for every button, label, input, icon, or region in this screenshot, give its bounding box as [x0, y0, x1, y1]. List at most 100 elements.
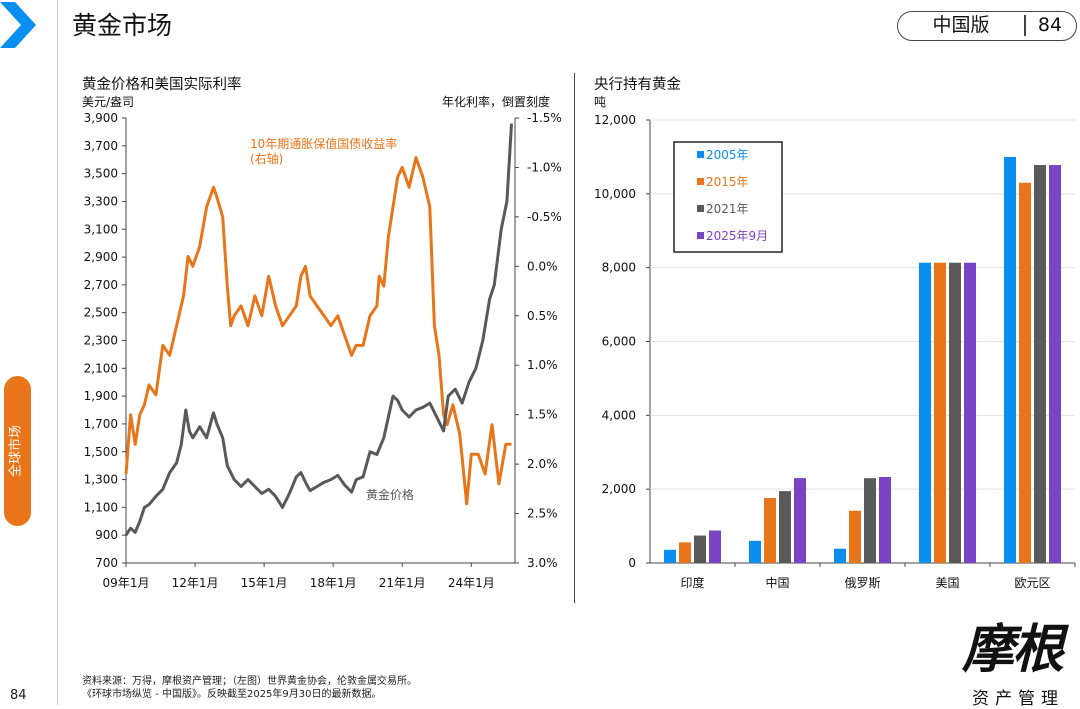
bar-category-label: 俄罗斯: [844, 576, 880, 590]
bar-category-label: 美国: [935, 576, 959, 590]
bar-y-tick-label: 6,000: [602, 335, 636, 349]
bar: [1019, 182, 1031, 563]
bar-y-tick-label: 12,000: [594, 113, 636, 127]
x-tick-label: 09年1月: [103, 576, 150, 590]
left-tick-label: 2,900: [84, 250, 118, 264]
left-tick-label: 1,900: [84, 389, 118, 403]
source-note: 资料来源：万得，摩根资产管理；（左图）世界黄金协会，伦敦金属交易所。 《环球市场…: [82, 675, 417, 701]
bar-category-label: 欧元区: [1014, 576, 1050, 590]
bar: [749, 540, 761, 563]
left-tick-label: 3,700: [84, 139, 118, 153]
right-tick-label: -1.5%: [527, 111, 562, 125]
bar: [679, 542, 691, 563]
x-tick-label: 21年1月: [379, 576, 426, 590]
bar-category-label: 印度: [680, 575, 704, 590]
gold-price-line: [124, 123, 513, 537]
chevron-right-icon: [0, 2, 36, 48]
bar-y-tick-label: 10,000: [594, 187, 636, 201]
edition-badge: 中国版 84: [897, 11, 1077, 41]
bar: [834, 548, 846, 563]
edition-label: 中国版: [932, 14, 990, 36]
gold-price-real-rate-chart: 3,900 3,700 3,500 3,300 3,100 2,900 2,700 2,500…: [84, 111, 562, 590]
bar: [864, 478, 876, 563]
right-chart-title: 央行持有黄金: [594, 77, 681, 93]
left-tick-label: 700: [95, 556, 118, 570]
source-note-line-1: 资料来源：万得，摩根资产管理；（左图）世界黄金协会，伦敦金属交易所。: [82, 676, 417, 687]
x-tick-label: 15年1月: [241, 576, 288, 590]
left-axis-unit: 美元/盎司: [82, 95, 135, 109]
bar: [664, 549, 676, 563]
bar-legend-label: 2015年: [706, 175, 749, 189]
bar: [849, 510, 861, 563]
bar: [964, 262, 976, 563]
left-tick-label: 1,300: [84, 473, 118, 487]
right-tick-label: 2.5%: [527, 507, 558, 521]
x-tick-label: 24年1月: [448, 576, 495, 590]
right-tick-label: 3.0%: [527, 556, 558, 570]
central-bank-gold-chart: 12,000 10,000 8,000 6,000 4,000 2,000 0 印度 中国 俄罗斯…: [594, 113, 1076, 590]
x-tick-label: 12年1月: [172, 576, 219, 590]
left-tick-label: 3,500: [84, 167, 118, 181]
left-tick-label: 1,500: [84, 445, 118, 459]
left-tick-label: 3,300: [84, 194, 118, 208]
right-tick-label: 2.0%: [527, 457, 558, 471]
page-title: 黄金市场: [72, 11, 173, 40]
bar-legend-label: 2021年: [706, 202, 749, 216]
chart-separator: [574, 73, 575, 603]
left-tick-label: 2,500: [84, 306, 118, 320]
right-tick-label: 0.0%: [527, 259, 558, 273]
gold-price-label: 黄金价格: [366, 487, 414, 502]
bar-legend-swatch: [697, 178, 704, 185]
right-tick-label: -0.5%: [527, 210, 562, 224]
tips-yield-label-axis: (右轴): [250, 151, 283, 166]
left-margin-rule: [57, 0, 58, 705]
source-note-line-2: 《环球市场纵览 - 中国版》。反映截至2025年9月30日的最新数据。: [82, 689, 382, 700]
left-tick-label: 900: [95, 528, 118, 542]
tips-yield-line: [124, 156, 512, 506]
bar-legend: [673, 141, 783, 253]
bar-legend-label: 2025年9月: [706, 229, 768, 243]
left-tick-label: 2,100: [84, 361, 118, 375]
bar-legend-label: 2005年: [706, 148, 749, 162]
right-tick-label: 0.5%: [527, 309, 558, 323]
bar: [879, 476, 891, 563]
bar-legend-swatch: [697, 232, 704, 239]
bar-legend-swatch: [697, 205, 704, 212]
page-number-badge: 84: [1037, 14, 1063, 36]
bar: [709, 530, 721, 563]
bar: [1049, 165, 1061, 563]
bar: [764, 497, 776, 563]
bar-y-tick-label: 8,000: [602, 261, 636, 275]
right-chart-unit: 吨: [594, 95, 607, 109]
bar: [949, 262, 961, 563]
left-chart-title: 黄金价格和美国实际利率: [82, 77, 242, 93]
section-tab[interactable]: [4, 376, 31, 526]
bar-y-tick-label: 2,000: [602, 482, 636, 496]
bar: [934, 262, 946, 563]
bar: [1004, 156, 1016, 563]
bar: [694, 535, 706, 563]
bar-y-tick-label: 0: [628, 556, 636, 570]
left-tick-label: 2,700: [84, 278, 118, 292]
bar: [919, 262, 931, 563]
tips-yield-label: 10年期通胀保值国债收益率: [250, 136, 397, 151]
right-axis-unit: 年化利率，倒置刻度: [442, 95, 551, 109]
bar: [794, 478, 806, 563]
right-tick-label: 1.5%: [527, 408, 558, 422]
bar-legend-swatch: [697, 151, 704, 158]
left-tick-label: 1,100: [84, 500, 118, 514]
right-tick-label: 1.0%: [527, 358, 558, 372]
bar: [779, 491, 791, 563]
edition-divider: [1024, 15, 1026, 36]
left-tick-label: 3,100: [84, 222, 118, 236]
left-tick-label: 3,900: [84, 111, 118, 125]
bar-category-label: 中国: [765, 575, 789, 590]
bar-y-tick-label: 4,000: [602, 408, 636, 422]
left-tick-label: 2,300: [84, 334, 118, 348]
bar: [1034, 165, 1046, 563]
right-tick-label: -1.0%: [527, 160, 562, 174]
footer-page-number: 84: [10, 688, 27, 703]
x-tick-label: 18年1月: [310, 576, 357, 590]
left-tick-label: 1,700: [84, 417, 118, 431]
brand-logo: 摩根: [962, 619, 1064, 680]
